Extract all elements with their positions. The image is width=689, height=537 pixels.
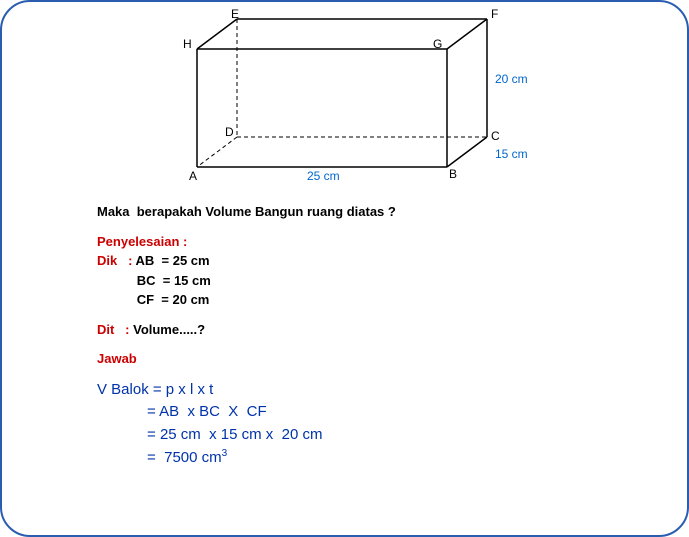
cuboid-svg (187, 17, 537, 182)
vertex-label-C: C (491, 129, 500, 143)
cuboid-diagram: E F H G D C A B 25 cm 15 cm 20 cm (187, 17, 537, 182)
jawab-heading: Jawab (97, 349, 396, 369)
vertex-label-F: F (491, 7, 498, 21)
vertex-label-D: D (225, 125, 234, 139)
work-line-3: = 25 cm x 15 cm x 20 cm (97, 424, 396, 447)
vertex-label-H: H (183, 37, 192, 51)
dik-row-1: Dik : AB = 25 cm (97, 251, 396, 271)
work-line-1: V Balok = p x l x t (97, 379, 396, 402)
penyelesaian-heading: Penyelesaian : (97, 232, 396, 252)
dim-label-BC: 15 cm (495, 147, 528, 161)
dik-row-2: BC = 15 cm (97, 271, 396, 291)
question-line: Maka berapakah Volume Bangun ruang diata… (97, 202, 396, 222)
work-line-4: = 7500 cm3 (97, 446, 396, 470)
work-line-2: = AB x BC X CF (97, 401, 396, 424)
solution-text: Maka berapakah Volume Bangun ruang diata… (97, 202, 396, 470)
dit-row: Dit : Volume.....? (97, 320, 396, 340)
vertex-label-A: A (189, 169, 197, 183)
page-frame: E F H G D C A B 25 cm 15 cm 20 cm Maka b… (0, 0, 689, 537)
dik-row-3: CF = 20 cm (97, 290, 396, 310)
vertex-label-B: B (449, 167, 457, 181)
vertex-label-E: E (231, 7, 239, 21)
vertex-label-G: G (433, 37, 442, 51)
dim-label-AB: 25 cm (307, 169, 340, 183)
dim-label-CF: 20 cm (495, 72, 528, 86)
